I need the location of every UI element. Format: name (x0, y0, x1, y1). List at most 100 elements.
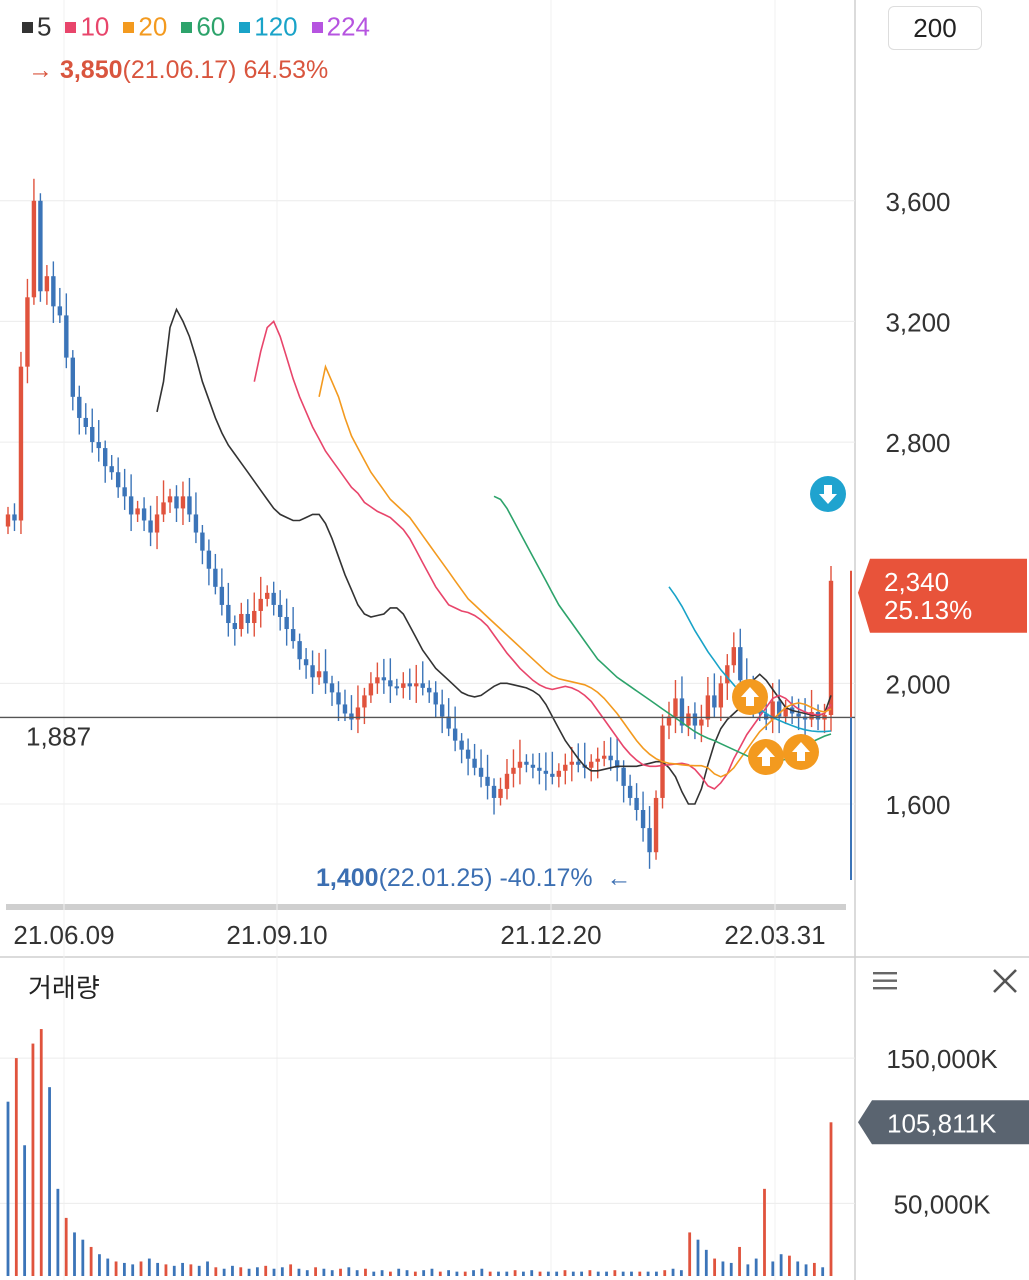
volume-bar (131, 1264, 135, 1276)
volume-bar (571, 1271, 575, 1276)
volume-bar (530, 1270, 534, 1276)
volume-bar (771, 1261, 775, 1276)
candle-body (135, 508, 140, 515)
candles (5, 178, 834, 869)
candle-body (498, 788, 503, 798)
candle-body (109, 466, 114, 473)
date-axis: 21.06.09 21.09.10 21.12.20 22.03.31 (13, 920, 825, 950)
candle-body (459, 740, 464, 750)
volume-bar (255, 1267, 259, 1276)
candle-body (634, 797, 639, 810)
volume-bar (48, 1087, 51, 1276)
candle-body (653, 797, 659, 853)
reference-line: 1,887 (0, 716, 855, 751)
legend-label: 120 (254, 11, 298, 42)
volume-bar (821, 1267, 825, 1276)
volume-bar (289, 1264, 293, 1276)
candle-body (226, 604, 231, 624)
candle-body (381, 677, 387, 681)
volume-bar (655, 1271, 658, 1276)
candle-body (640, 810, 646, 829)
high-date: (21.06.17) (122, 56, 237, 84)
legend-label: 60 (196, 11, 226, 42)
candle-body (368, 683, 374, 696)
ma-legend: 5 10 20 60 120 224 (22, 10, 370, 43)
menu-icon[interactable] (870, 966, 900, 996)
volume-bar (14, 1058, 18, 1276)
candle-body (550, 773, 555, 777)
high-price-note: → 3,850(21.06.17) 64.53% (28, 56, 328, 85)
candle-body (167, 496, 173, 503)
candle-body (277, 604, 283, 617)
candle-body (738, 647, 743, 681)
volume-bars (6, 1029, 833, 1276)
volume-bar (630, 1271, 633, 1276)
volume-bar (696, 1239, 700, 1276)
candle-body (271, 592, 276, 605)
legend-swatch (65, 21, 77, 33)
candle-body (12, 514, 17, 521)
date-tick-label: 21.12.20 (500, 920, 601, 950)
legend-label: 5 (37, 11, 52, 42)
candle-body (614, 760, 620, 768)
candle-body (44, 276, 50, 292)
buy-signal-icon (732, 679, 768, 715)
close-icon[interactable] (988, 964, 1022, 998)
candle-body (601, 755, 607, 759)
volume-bar (472, 1270, 475, 1276)
candle-body (828, 580, 834, 715)
volume-bar (488, 1271, 492, 1276)
candle-body (316, 671, 322, 678)
candle-body (355, 707, 361, 720)
volume-bar (272, 1268, 276, 1276)
candle-body (83, 417, 88, 427)
legend-swatch (123, 21, 135, 33)
candle-body (524, 761, 529, 765)
candle-body (18, 366, 24, 521)
low-price-note: 1,400(22.01.25) -40.17% ← (316, 864, 632, 893)
ma-line-20 (318, 364, 832, 778)
candle-body (472, 758, 477, 768)
candle-body (310, 665, 315, 678)
current-price-tag (858, 558, 1027, 633)
volume-bar (447, 1270, 450, 1276)
candle-body (122, 487, 127, 497)
candle-body (427, 687, 432, 693)
volume-tick-label: 150,000K (886, 1044, 998, 1074)
candle-body (569, 761, 574, 765)
candle-body (452, 728, 458, 741)
candle-body (556, 770, 562, 777)
buy-signal-icon (783, 734, 819, 770)
legend-item-20: 20 (123, 10, 167, 43)
volume-bar (314, 1267, 317, 1276)
volume-bar (405, 1270, 409, 1276)
period-button[interactable]: 200 (888, 6, 982, 50)
volume-bar (206, 1261, 209, 1276)
volume-bar (796, 1261, 800, 1276)
candle-body (401, 683, 406, 688)
volume-bar (81, 1239, 85, 1276)
left-arrow-icon: ← (606, 864, 632, 892)
candle-body (699, 719, 704, 726)
candle-body (725, 665, 730, 684)
volume-bar (721, 1261, 725, 1276)
volume-bar (6, 1101, 10, 1276)
low-pct: -40.17% (499, 864, 593, 892)
candle-body (141, 508, 147, 521)
candle-body (265, 592, 270, 599)
candle-body (705, 695, 711, 720)
price-tick-label: 2,800 (885, 428, 950, 458)
candle-body (239, 613, 244, 630)
legend-label: 10 (80, 11, 110, 42)
legend-swatch (239, 21, 251, 33)
candle-body (90, 426, 95, 443)
candle-body (679, 698, 685, 726)
candle-body (290, 629, 296, 642)
volume-bar (638, 1271, 642, 1276)
volume-bar (231, 1265, 234, 1276)
sell-signal-icon (810, 476, 846, 512)
candle-body (148, 520, 153, 533)
candle-body (128, 496, 134, 515)
volume-bar (505, 1271, 509, 1276)
